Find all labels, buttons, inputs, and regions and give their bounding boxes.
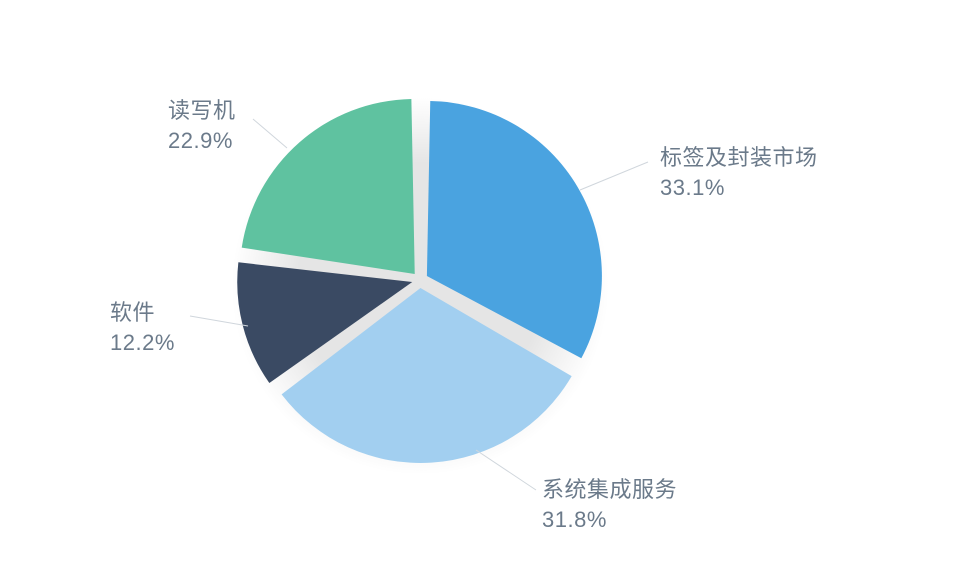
pie-chart: 标签及封装市场33.1% 系统集成服务31.8% 软件12.2% 读写机22.9%	[0, 0, 960, 576]
slice-name: 软件	[110, 298, 175, 328]
slice-pct: 31.8%	[542, 505, 677, 535]
slice-label: 读写机22.9%	[168, 96, 236, 155]
slice-name: 标签及封装市场	[660, 143, 818, 173]
pie-slice	[242, 99, 415, 274]
slice-pct: 12.2%	[110, 328, 175, 358]
slice-label: 标签及封装市场33.1%	[660, 143, 818, 202]
pie-svg	[0, 0, 960, 576]
leader-line	[580, 162, 648, 190]
leader-line	[476, 450, 536, 490]
slice-name: 读写机	[168, 96, 236, 126]
slice-label: 软件12.2%	[110, 298, 175, 357]
slice-label: 系统集成服务31.8%	[542, 475, 677, 534]
slice-name: 系统集成服务	[542, 475, 677, 505]
leader-line	[253, 119, 287, 148]
slice-pct: 33.1%	[660, 173, 818, 203]
slice-pct: 22.9%	[168, 126, 236, 156]
